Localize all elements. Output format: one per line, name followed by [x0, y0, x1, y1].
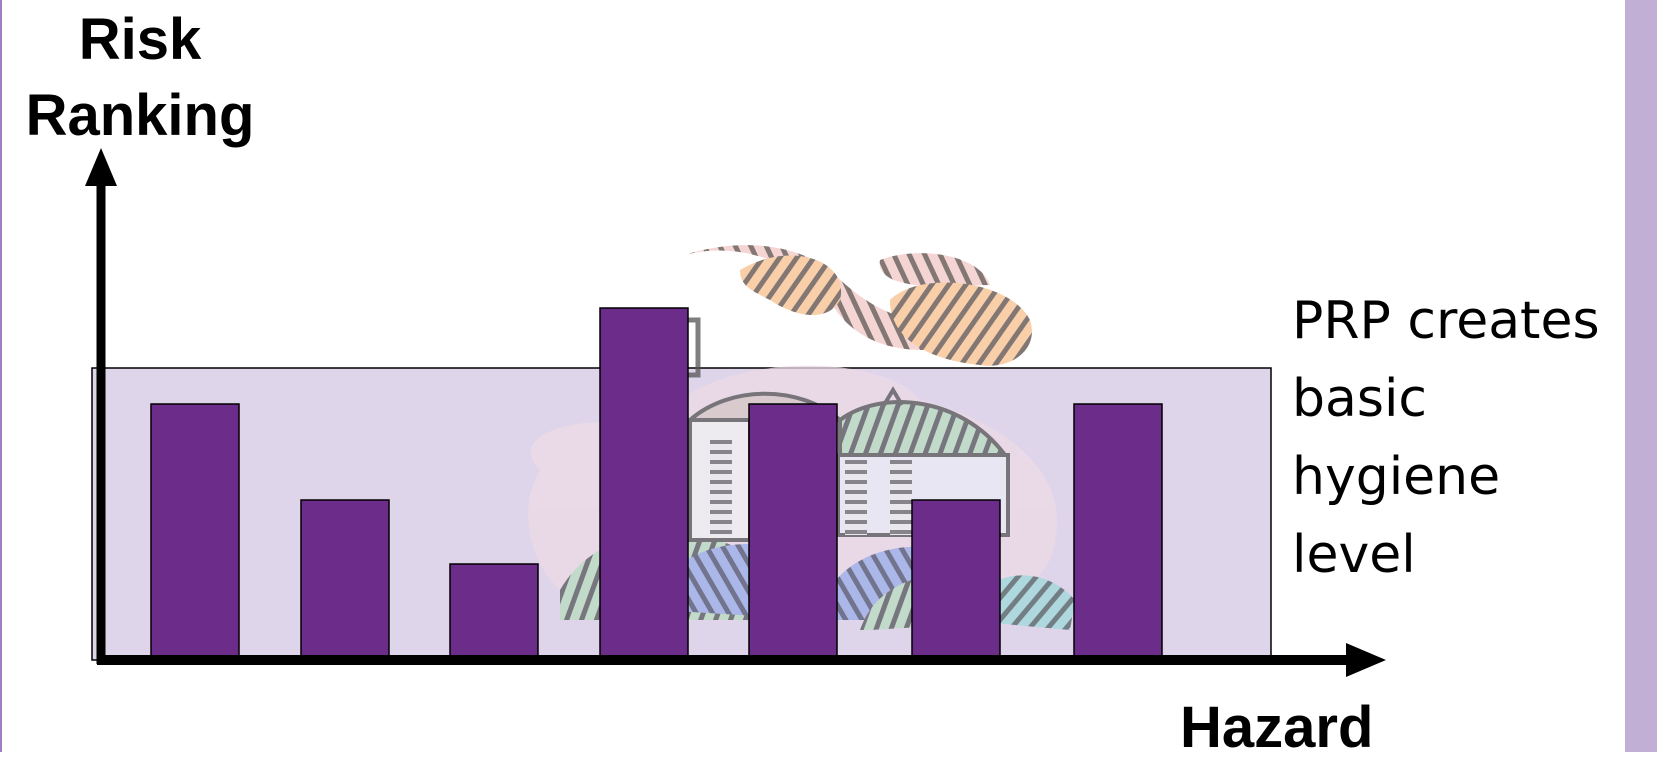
y-axis-arrow [85, 148, 117, 186]
y-axis-label: Risk Ranking [25, 7, 255, 148]
bar-2 [300, 499, 390, 661]
prp-level-label: PRP creates basic hygiene level [1292, 291, 1600, 585]
bar-7 [1073, 403, 1163, 661]
slide-side-band [1625, 0, 1657, 752]
bar-4 [599, 307, 689, 661]
bar-5 [748, 403, 838, 661]
x-axis-arrow [1346, 643, 1386, 677]
bar-series [150, 307, 1163, 661]
slide-left-border [0, 0, 2, 752]
bar-6 [911, 499, 1001, 661]
bar-1 [150, 403, 240, 661]
x-axis-label: Hazard [1180, 695, 1374, 760]
bar-3 [449, 563, 539, 661]
